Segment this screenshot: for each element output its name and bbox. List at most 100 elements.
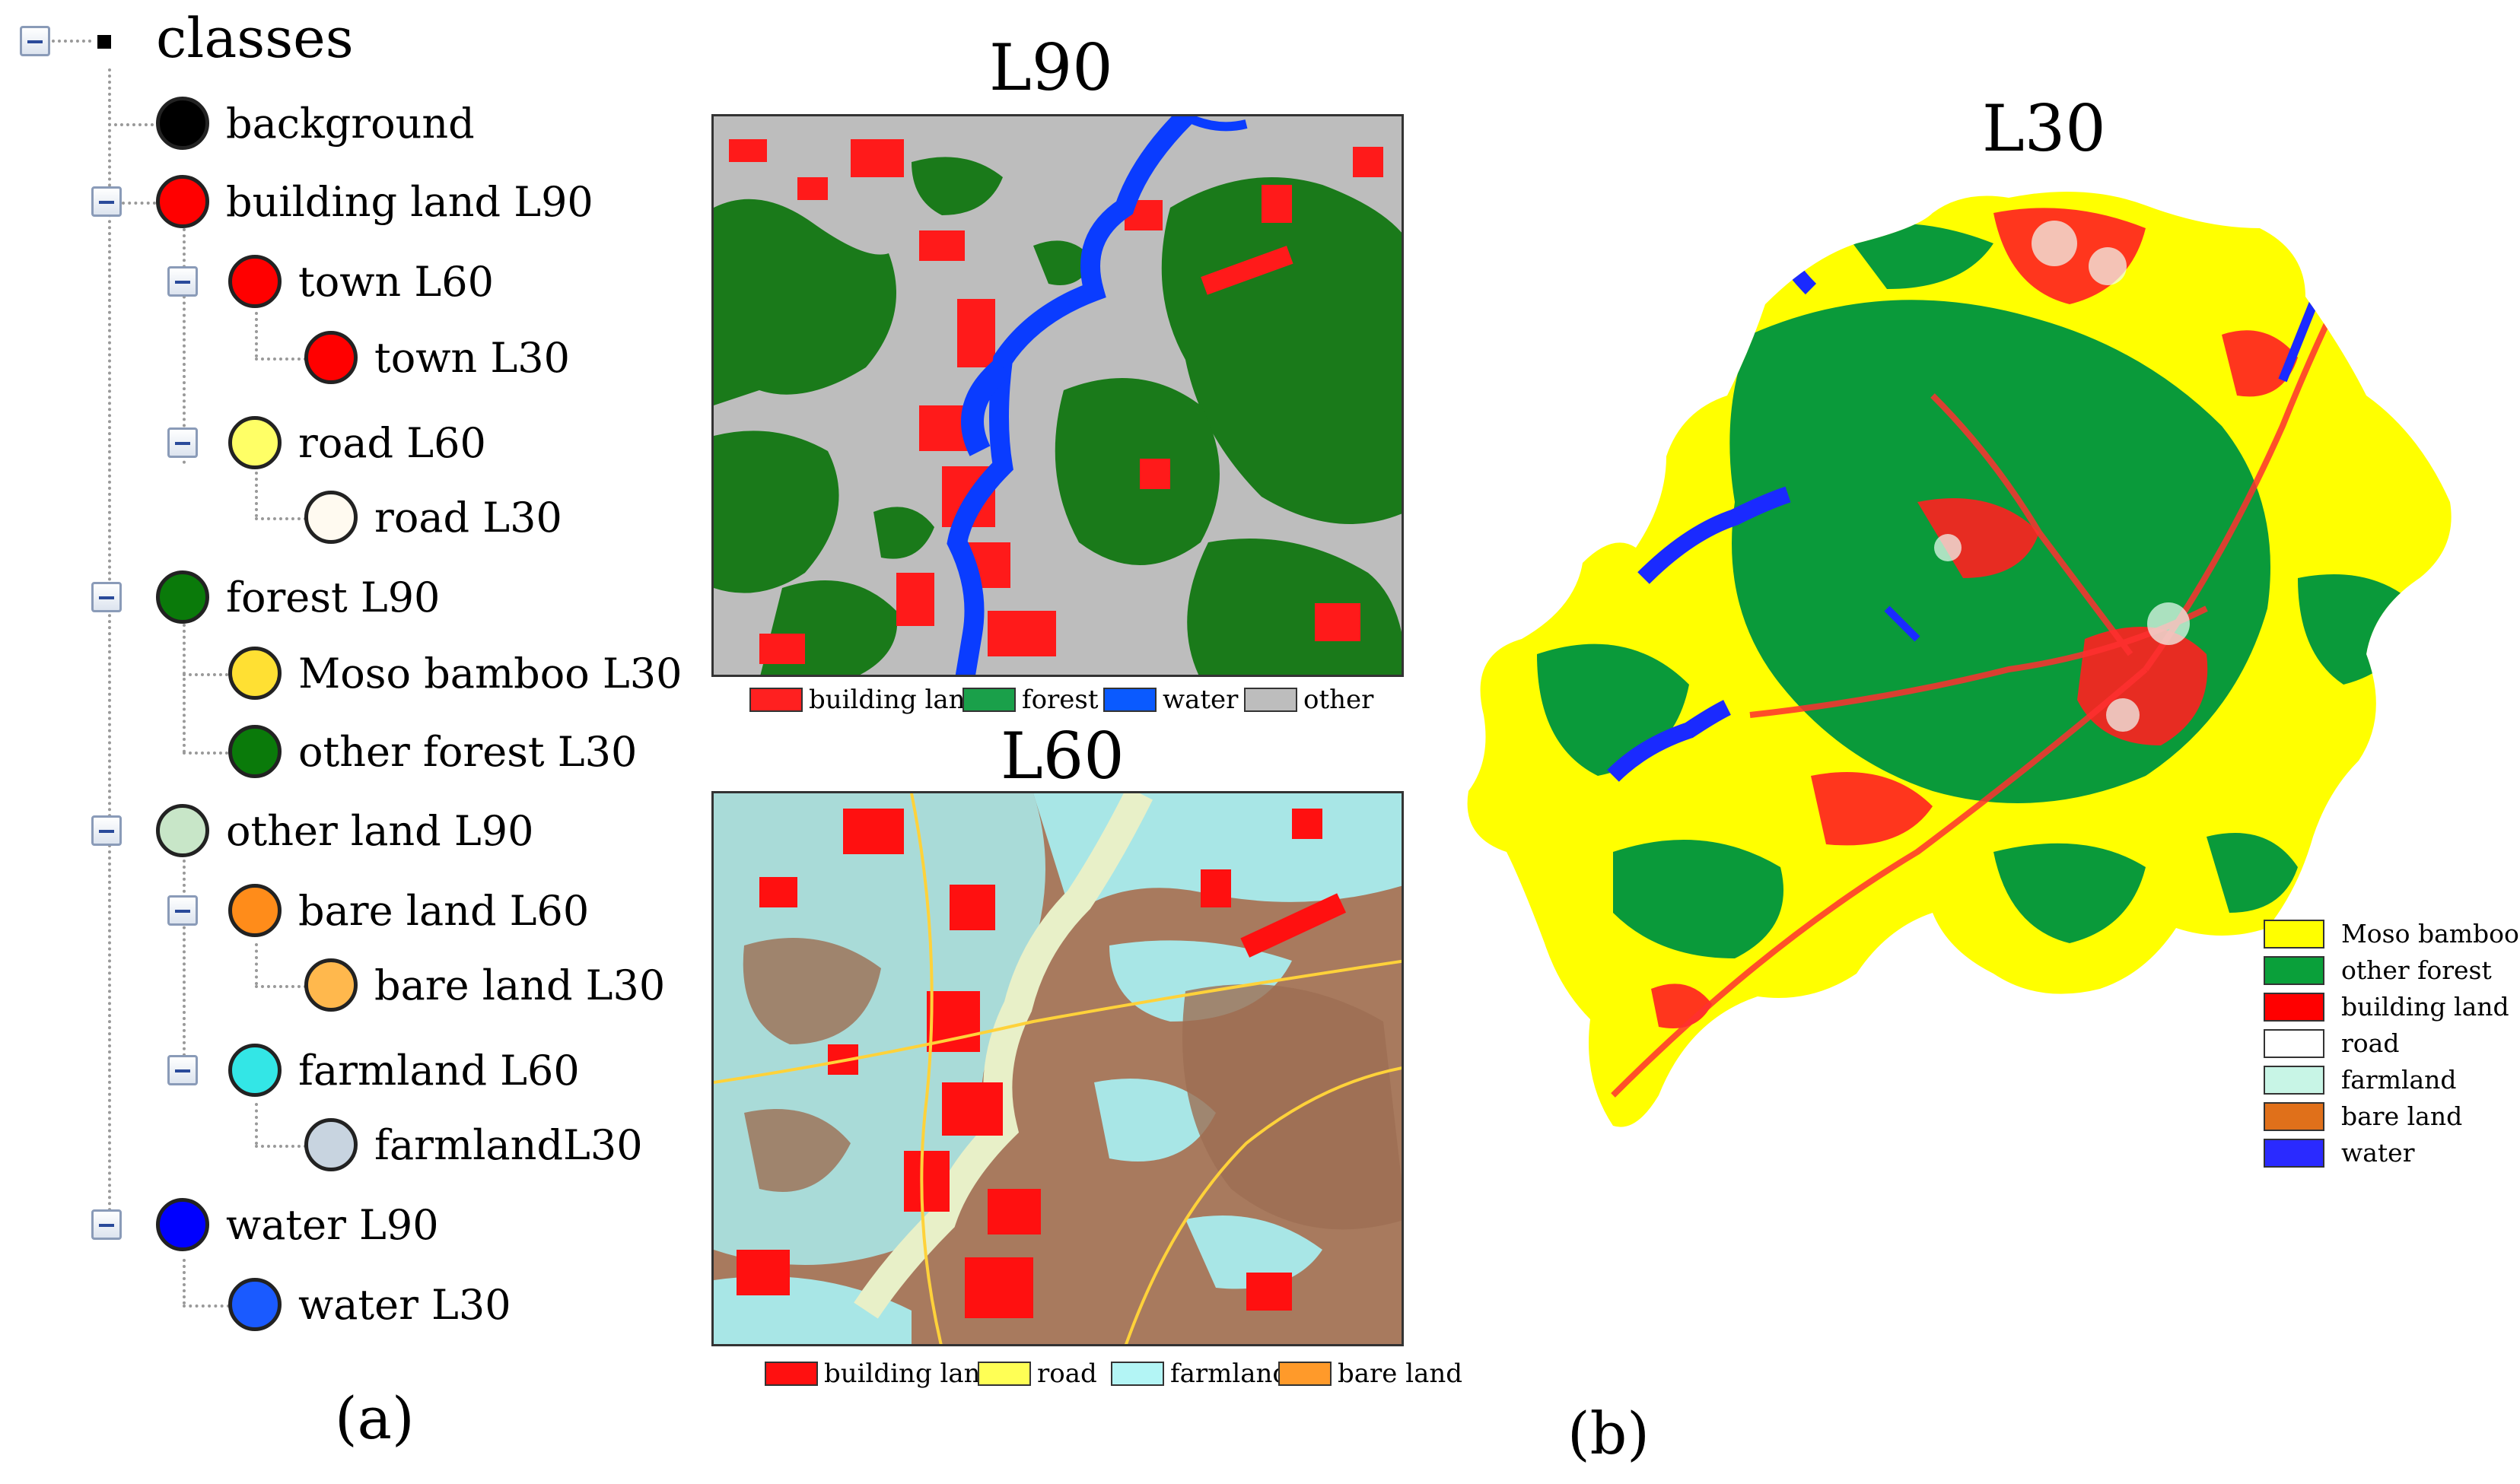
legend-label: water (2341, 1138, 2415, 1168)
class-color-dot (228, 884, 282, 937)
tree-connector (255, 472, 258, 517)
legend-swatch (2264, 1065, 2324, 1095)
tree-connector (255, 312, 258, 357)
tree-node-label: town L60 (298, 257, 494, 306)
collapse-toggle[interactable] (167, 427, 198, 458)
legend-label: farmland (2341, 1065, 2457, 1095)
map-title-l30: L30 (1982, 91, 2106, 166)
legend-label: Moso bamboo (2341, 919, 2519, 949)
legend-swatch (1111, 1362, 1164, 1386)
tree-connector (122, 202, 156, 205)
tree-node-label: road L60 (298, 418, 486, 467)
tree-connector (183, 624, 186, 753)
map-l60-raster (714, 793, 1402, 1344)
caption-b: (b) (1567, 1400, 1650, 1467)
tree-connector (255, 357, 307, 361)
tree-node-bare-land-l60[interactable]: bare land L60 (228, 876, 589, 945)
tree-node-label: water L90 (226, 1200, 439, 1249)
legend-item-bare-land: bare land (2264, 1101, 2462, 1131)
tree-connector (255, 1145, 307, 1148)
tree-node-background[interactable]: background (156, 89, 475, 157)
legend-swatch (749, 688, 803, 712)
legend-swatch (2264, 955, 2324, 985)
legend-label: bare land (1338, 1358, 1463, 1389)
tree-node-moso-bamboo-l30[interactable]: Moso bamboo L30 (228, 639, 682, 707)
legend-item-road: road (2264, 1028, 2399, 1058)
collapse-toggle[interactable] (20, 26, 50, 56)
class-color-dot (156, 804, 209, 857)
tree-node-bare-land-l30[interactable]: bare land L30 (304, 951, 665, 1019)
tree-node-label: farmland L60 (298, 1046, 580, 1095)
collapse-toggle[interactable] (167, 895, 198, 926)
legend-swatch (2264, 1028, 2324, 1058)
legend-item-forest: forest (963, 685, 1099, 715)
tree-node-road-l30[interactable]: road L30 (304, 483, 562, 551)
tree-node-town-l30[interactable]: town L30 (304, 323, 570, 392)
tree-node-building-land-l90[interactable]: building land L90 (156, 167, 593, 236)
tree-node-label: town L30 (374, 333, 570, 382)
tree-connector (255, 985, 307, 988)
tree-node-farmland-l30[interactable]: farmlandL30 (304, 1111, 643, 1179)
legend-swatch (2264, 1101, 2324, 1131)
map-l60 (711, 791, 1404, 1346)
class-color-dot (304, 958, 358, 1012)
tree-node-forest-l90[interactable]: forest L90 (156, 563, 440, 631)
collapse-toggle[interactable] (91, 186, 122, 217)
tree-node-town-l60[interactable]: town L60 (228, 247, 494, 316)
class-color-dot (228, 725, 282, 778)
legend-swatch (1244, 688, 1297, 712)
tree-node-label: other land L90 (226, 806, 534, 855)
tree-connector (255, 943, 258, 985)
tree-connector (183, 752, 228, 755)
legend-swatch (1278, 1362, 1332, 1386)
legend-swatch (978, 1362, 1031, 1386)
tree-connector (183, 860, 186, 1069)
legend-swatch (2264, 919, 2324, 949)
tree-node-farmland-l60[interactable]: farmland L60 (228, 1036, 580, 1104)
legend-item-bare-land: bare land (1278, 1358, 1462, 1389)
legend-item-other: other (1244, 685, 1373, 715)
class-color-dot (156, 175, 209, 228)
tree-node-label: farmlandL30 (374, 1120, 643, 1169)
legend-swatch (2264, 992, 2324, 1022)
tree-node-label: building land L90 (226, 177, 593, 226)
legend-item-moso-bamboo: Moso bamboo (2264, 919, 2519, 949)
tree-node-water-l30[interactable]: water L30 (228, 1270, 511, 1339)
legend-label: bare land (2341, 1101, 2463, 1131)
tree-connector (108, 123, 154, 126)
legend-label: other forest (2341, 955, 2492, 985)
legend-swatch (765, 1362, 818, 1386)
legend-item-other-forest: other forest (2264, 955, 2492, 985)
tree-node-other-forest-l30[interactable]: other forest L30 (228, 717, 637, 786)
class-color-dot (228, 647, 282, 700)
tree-connector (255, 517, 307, 520)
root-node-icon (97, 35, 111, 49)
legend-label: building land (824, 1358, 998, 1389)
class-color-dot (156, 1198, 209, 1251)
tree-node-road-l60[interactable]: road L60 (228, 408, 486, 477)
legend-label: road (2341, 1028, 2400, 1058)
tree-node-other-land-l90[interactable]: other land L90 (156, 796, 533, 865)
class-color-dot (156, 97, 209, 150)
legend-swatch (2264, 1138, 2324, 1168)
collapse-toggle[interactable] (91, 815, 122, 846)
tree-connector (108, 68, 111, 1225)
legend-item-building-land: building land (2264, 992, 2509, 1022)
class-color-dot (304, 1118, 358, 1171)
collapse-toggle[interactable] (167, 1055, 198, 1085)
tree-node-water-l90[interactable]: water L90 (156, 1190, 439, 1259)
map-title-l90: L90 (989, 30, 1113, 105)
collapse-toggle[interactable] (91, 582, 122, 612)
legend-item-water: water (2264, 1138, 2415, 1168)
collapse-toggle[interactable] (91, 1209, 122, 1240)
class-hierarchy-tree: classes background building land L90 tow… (0, 0, 685, 1484)
tree-node-label: water L30 (298, 1280, 511, 1329)
map-l90-raster (714, 116, 1402, 675)
legend-label: building land (2341, 992, 2509, 1022)
tree-node-label: other forest L30 (298, 727, 638, 776)
collapse-toggle[interactable] (167, 266, 198, 297)
tree-node-label: road L30 (374, 493, 562, 542)
legend-label: forest (1022, 685, 1099, 715)
legend-label: other (1303, 685, 1374, 715)
map-title-l60: L60 (1001, 719, 1125, 793)
